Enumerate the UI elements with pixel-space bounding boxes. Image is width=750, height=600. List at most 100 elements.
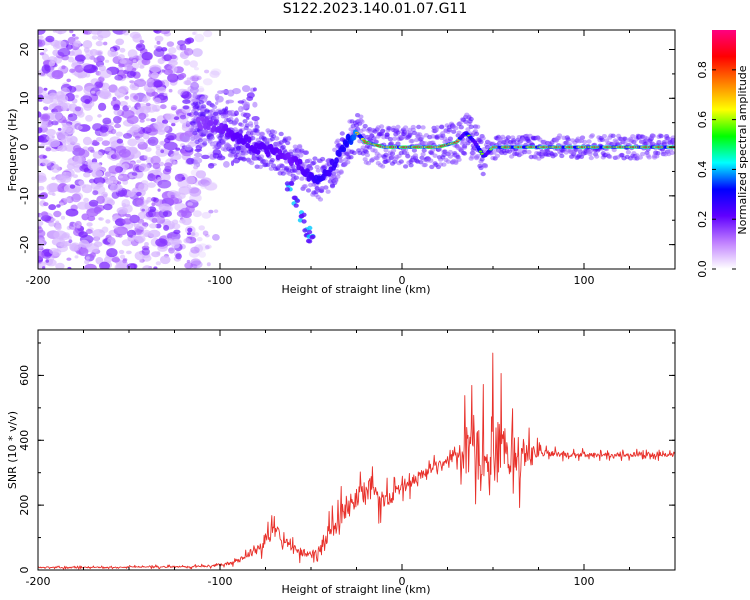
colorbar-strip bbox=[712, 30, 736, 269]
ridge-halo bbox=[209, 142, 215, 147]
ridge-halo bbox=[447, 136, 453, 141]
noise-blob bbox=[52, 49, 60, 57]
ridge-halo bbox=[285, 140, 291, 146]
noise-blob bbox=[48, 204, 57, 211]
noise-blob bbox=[142, 133, 150, 140]
noise-blob bbox=[126, 70, 136, 78]
noise-blob bbox=[180, 54, 184, 58]
noise-blob bbox=[57, 145, 68, 152]
noise-blob bbox=[150, 118, 157, 122]
branch-blob bbox=[302, 228, 308, 233]
noise-blob bbox=[48, 139, 60, 148]
noise-blob bbox=[67, 113, 78, 122]
noise-blob bbox=[223, 161, 230, 168]
colorbar-tick-label: 0.8 bbox=[696, 61, 709, 79]
noise-blob bbox=[93, 176, 106, 185]
noise-blob bbox=[193, 31, 198, 35]
noise-blob bbox=[141, 222, 147, 227]
noise-blob bbox=[41, 64, 51, 74]
ridge-halo bbox=[320, 156, 326, 162]
noise-blob bbox=[77, 74, 83, 79]
ridge-halo bbox=[446, 127, 452, 133]
ridge-halo bbox=[272, 130, 278, 135]
noise-blob bbox=[163, 224, 170, 231]
noise-blob bbox=[251, 116, 260, 121]
noise-blob bbox=[132, 235, 137, 239]
noise-blob bbox=[191, 75, 199, 82]
noise-blob bbox=[188, 75, 199, 83]
noise-blob bbox=[190, 258, 201, 267]
ridge-halo bbox=[658, 133, 664, 139]
ridge-halo bbox=[559, 153, 565, 159]
noise-blob bbox=[190, 260, 203, 269]
ridge-halo bbox=[193, 111, 199, 116]
ridge-halo bbox=[198, 100, 204, 105]
noise-blob bbox=[165, 238, 174, 246]
noise-blob bbox=[204, 181, 218, 191]
ridge-halo bbox=[418, 160, 424, 165]
noise-blob bbox=[190, 76, 196, 80]
noise-blob bbox=[193, 180, 202, 186]
ridge-halo bbox=[403, 125, 409, 130]
snr-x-label: Height of straight line (km) bbox=[281, 583, 430, 596]
noise-blob bbox=[72, 33, 76, 37]
ridge-halo bbox=[249, 160, 255, 166]
noise-blob bbox=[157, 179, 172, 189]
noise-blob bbox=[163, 64, 173, 71]
noise-blob bbox=[168, 88, 173, 93]
y-tick-label: -10 bbox=[18, 187, 31, 205]
ridge-halo bbox=[646, 155, 652, 160]
noise-blob bbox=[234, 110, 239, 116]
noise-blob bbox=[107, 237, 116, 243]
ridge-halo bbox=[359, 119, 365, 124]
noise-blob bbox=[168, 233, 173, 237]
noise-blob bbox=[113, 104, 120, 111]
ridge-halo bbox=[669, 150, 675, 155]
noise-blob bbox=[151, 104, 161, 112]
noise-blob bbox=[157, 129, 166, 135]
noise-blob bbox=[84, 98, 91, 105]
noise-blob bbox=[121, 199, 131, 208]
noise-blob bbox=[184, 38, 192, 45]
ridge-halo bbox=[298, 153, 304, 158]
figure-title: S122.2023.140.01.07.G11 bbox=[282, 1, 468, 17]
noise-blob bbox=[88, 199, 99, 207]
y-tick-label: 400 bbox=[18, 430, 31, 451]
branch-blob bbox=[309, 235, 315, 240]
ridge-halo bbox=[611, 147, 617, 153]
snr-frame bbox=[37, 329, 676, 571]
noise-blob bbox=[147, 136, 159, 146]
noise-blob bbox=[101, 226, 109, 233]
ridge-halo bbox=[221, 107, 227, 113]
ridge-halo bbox=[217, 143, 223, 148]
noise-blob bbox=[190, 169, 201, 177]
noise-blob bbox=[139, 119, 145, 123]
noise-blob bbox=[94, 237, 100, 242]
noise-blob bbox=[145, 118, 151, 122]
noise-blob bbox=[99, 261, 110, 269]
noise-blob bbox=[136, 138, 145, 145]
noise-blob bbox=[141, 247, 150, 256]
noise-blob bbox=[127, 49, 138, 59]
noise-blob bbox=[87, 215, 96, 222]
ridge-halo bbox=[204, 109, 210, 115]
noise-blob bbox=[55, 220, 60, 224]
noise-blob bbox=[121, 109, 135, 119]
noise-blob bbox=[118, 63, 125, 68]
noise-blob bbox=[45, 147, 52, 152]
noise-blob bbox=[111, 257, 121, 263]
ridge-peak bbox=[480, 152, 484, 155]
noise-blob bbox=[92, 151, 103, 159]
noise-blob bbox=[147, 182, 156, 188]
noise-blob bbox=[181, 91, 192, 100]
noise-blob bbox=[118, 148, 131, 158]
noise-blob bbox=[139, 39, 145, 44]
noise-blob bbox=[105, 219, 111, 224]
noise-blob bbox=[153, 30, 162, 34]
noise-blob bbox=[38, 238, 47, 246]
noise-blob bbox=[99, 91, 112, 100]
ridge-halo bbox=[599, 137, 605, 142]
noise-blob bbox=[41, 211, 48, 217]
noise-blob bbox=[82, 30, 89, 35]
